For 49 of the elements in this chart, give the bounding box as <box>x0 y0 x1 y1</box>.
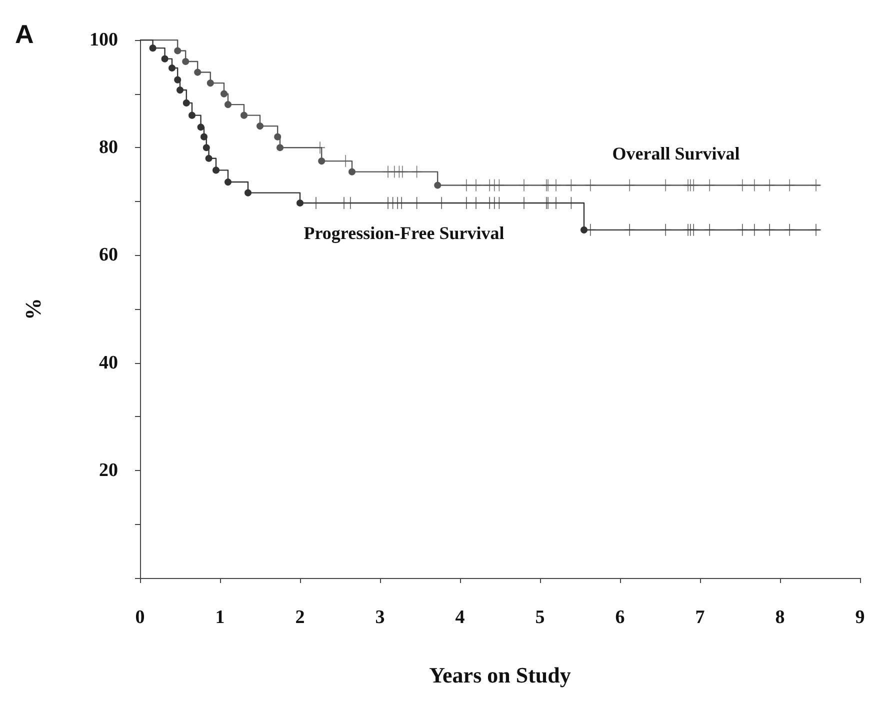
point <box>168 64 176 72</box>
chart-title: A <box>15 19 34 49</box>
x-tick-label: 5 <box>535 607 545 628</box>
x-tick-label: 2 <box>295 607 305 628</box>
point <box>244 189 252 196</box>
x-tick-label: 6 <box>615 607 625 628</box>
point <box>240 112 248 119</box>
y-tick-label: 60 <box>99 244 118 266</box>
point <box>200 133 208 140</box>
y-tick-label: 40 <box>99 352 118 374</box>
point <box>182 99 190 106</box>
point <box>274 133 282 140</box>
point <box>224 178 232 186</box>
point <box>174 76 182 84</box>
point <box>348 168 356 176</box>
point <box>256 122 264 130</box>
point <box>296 200 304 207</box>
point <box>276 144 284 152</box>
point <box>202 144 210 152</box>
point <box>194 68 202 76</box>
x-tick-label: 8 <box>775 607 785 628</box>
x-tick-label: 0 <box>135 607 145 628</box>
point <box>212 166 220 174</box>
point <box>206 80 214 87</box>
y-tick-label: 20 <box>99 460 118 481</box>
point <box>176 86 184 94</box>
annotation: Progression-Free Survival <box>304 223 504 244</box>
point <box>220 90 228 98</box>
point <box>224 101 232 108</box>
y-axis-title: % <box>20 298 46 320</box>
y-tick-label: 100 <box>90 30 118 50</box>
point <box>580 226 588 234</box>
point <box>205 154 212 162</box>
point <box>161 55 168 62</box>
point <box>149 44 156 52</box>
point <box>174 47 182 54</box>
x-tick-label: 4 <box>455 607 466 628</box>
y-tick-label: 80 <box>99 137 118 158</box>
point <box>318 158 326 165</box>
x-tick-label: 1 <box>215 607 225 628</box>
x-axis-title: Years on Study <box>429 662 571 688</box>
x-tick-label: 9 <box>855 607 865 628</box>
x-tick-label: 3 <box>375 607 385 628</box>
point <box>182 58 190 66</box>
point <box>188 112 196 119</box>
point <box>197 124 204 131</box>
annotation: Overall Survival <box>612 143 740 164</box>
x-tick-label: 7 <box>695 607 706 628</box>
point <box>434 182 442 189</box>
